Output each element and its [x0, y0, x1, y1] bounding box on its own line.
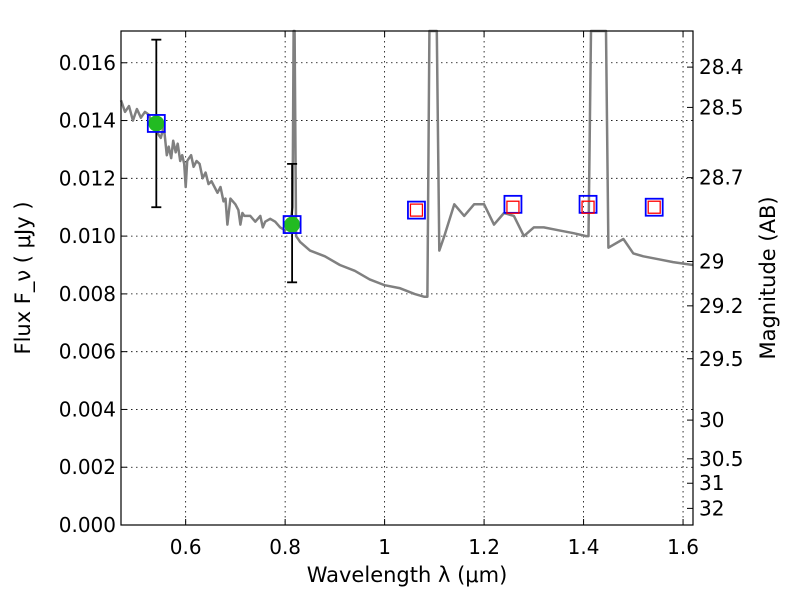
y-tick-label: 0.002	[59, 455, 116, 479]
right-tick-label: 29.5	[699, 347, 744, 371]
y-tick-label: 0.006	[59, 340, 116, 364]
plot-frame	[120, 30, 694, 526]
model-photometry-square	[146, 114, 166, 133]
right-tick-label: 32	[699, 496, 724, 520]
axis-ticks: 0.6 0.8 1 1.2 1.4 1.6 0.000 0.002 0.004 0.006 0.00…	[59, 31, 744, 559]
right-tick-label: 28.5	[699, 95, 744, 119]
y-tick-label: 0.000	[59, 513, 116, 537]
y-tick-label: 0.004	[59, 397, 116, 421]
x-axis-title: Wavelength λ (μm)	[307, 563, 508, 587]
markers	[146, 114, 664, 234]
right-tick-label: 31	[699, 471, 724, 495]
model-photometry-square	[407, 200, 426, 220]
x-tick-label: 1	[378, 535, 391, 559]
observed-point	[148, 115, 165, 132]
observed-point	[284, 216, 301, 233]
x-tick-label: 0.8	[269, 535, 301, 559]
model-photometry-square	[644, 197, 664, 217]
predicted-photometry-square	[581, 200, 595, 214]
right-tick-label: 30	[699, 408, 724, 432]
model-layer	[119, 29, 694, 299]
model-sed-line	[119, 29, 694, 299]
right-tick-label: 29.2	[699, 294, 744, 318]
right-tick-label: 30.5	[699, 447, 744, 471]
right-axis-title: Magnitude (AB)	[756, 196, 780, 359]
y-tick-label: 0.012	[59, 166, 116, 190]
plot-background	[121, 31, 693, 525]
x-tick-label: 1.6	[667, 535, 699, 559]
right-tick-label: 28.7	[699, 166, 744, 190]
predicted-photometry-square	[409, 203, 424, 217]
y-tick-label: 0.014	[59, 109, 116, 133]
right-tick-label: 29	[699, 250, 724, 274]
y-tick-label: 0.008	[59, 282, 116, 306]
y-tick-label: 0.010	[59, 224, 116, 248]
y-tick-label: 0.016	[59, 51, 116, 75]
x-tick-label: 0.6	[170, 535, 202, 559]
right-tick-label: 28.4	[699, 55, 744, 79]
predicted-photometry-square	[647, 200, 661, 214]
model-photometry-square	[282, 215, 302, 234]
y-axis-title: Flux F_ν ( μJy )	[11, 201, 36, 354]
x-tick-label: 1.2	[468, 535, 500, 559]
x-tick-label: 1.4	[568, 535, 600, 559]
predicted-photometry-square	[506, 200, 520, 214]
